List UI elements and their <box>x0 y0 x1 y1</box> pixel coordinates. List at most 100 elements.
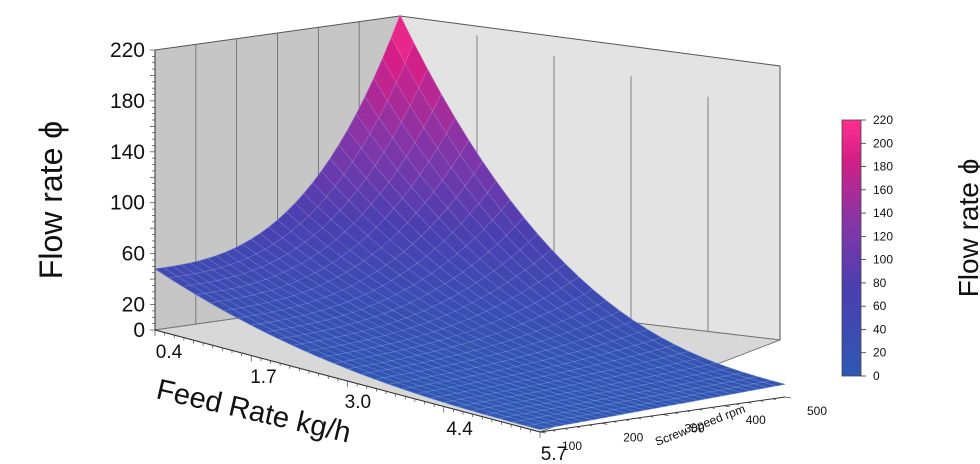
colorbar-tick-label: 40 <box>873 322 887 336</box>
z-tick-label: 0 <box>133 319 145 342</box>
mesh-line-feed <box>172 266 558 427</box>
y-minor-tick <box>772 398 776 401</box>
y-minor-tick <box>539 431 547 434</box>
mesh-line-feed <box>251 238 637 412</box>
mesh-line-speed <box>539 384 786 430</box>
colorbar-tick-label: 20 <box>873 346 887 360</box>
mesh-line-feed <box>338 144 724 396</box>
mesh-line-feed <box>382 58 768 388</box>
mesh-line-feed <box>233 248 619 416</box>
colorbar-tick-label: 160 <box>873 183 893 197</box>
mesh-line-speed <box>333 276 579 364</box>
y-minor-tick <box>637 417 642 420</box>
z-tick-label: 220 <box>110 39 145 62</box>
mesh-line-feed <box>163 267 549 429</box>
y-minor-tick <box>686 410 691 413</box>
x-tick-label: 3.0 <box>345 392 371 413</box>
mesh-line-feed <box>356 113 742 393</box>
mesh-line-feed <box>268 226 654 409</box>
x-tick-label: 0.4 <box>156 342 183 363</box>
y-minor-tick <box>613 421 617 423</box>
mesh-line-feed <box>189 262 576 424</box>
y-tick-label: 100 <box>562 439 582 453</box>
y-minor-tick <box>601 422 608 425</box>
colorbar-tick-label: 100 <box>873 253 893 267</box>
colorbar-tick-label: 200 <box>873 136 893 150</box>
mesh-line-feed <box>277 219 663 408</box>
mesh-line-feed <box>224 252 611 417</box>
mesh-line-feed <box>373 78 759 390</box>
mesh-line-feed <box>198 260 584 422</box>
mesh-line-speed <box>471 362 717 411</box>
x-tick-label: 4.4 <box>446 419 473 440</box>
mesh-line-feed <box>399 14 786 385</box>
mesh-line-speed <box>223 140 470 311</box>
z-axis: 220 180 140 100 60 200 <box>110 39 156 342</box>
mesh-line-speed <box>388 320 634 385</box>
mesh-line-feed <box>294 202 681 404</box>
colorbar-tick-label: 220 <box>873 113 893 127</box>
mesh-line-speed <box>498 372 744 419</box>
y-minor-tick <box>760 400 764 402</box>
y-minor-tick <box>564 428 568 430</box>
x-tick-label: 5.7 <box>541 444 567 464</box>
y-tick-label: 300 <box>685 422 705 436</box>
mesh-line-speed <box>457 357 703 407</box>
x-axis: 0.4 1.7 3.0 4.4 5.7 <box>154 329 567 464</box>
y-minor-tick <box>552 429 556 432</box>
y-minor-tick <box>784 396 792 399</box>
mesh-line-feed <box>321 170 707 400</box>
x-tick-label: 1.7 <box>250 367 276 388</box>
mesh-line-speed <box>196 93 442 296</box>
y-minor-tick <box>576 426 580 429</box>
y-minor-tick <box>723 405 730 408</box>
mesh-line-feed <box>391 37 777 387</box>
mesh-line-feed <box>207 258 593 421</box>
z-axis-title: Flow rate ϕ <box>33 121 69 279</box>
second-panel-z-title: Flow rate ϕ <box>953 159 980 298</box>
y-tick-label: 500 <box>807 404 827 418</box>
y-minor-tick <box>674 412 678 415</box>
z-tick-label: 180 <box>110 90 145 113</box>
mesh-line-speed <box>237 161 483 319</box>
colorbar <box>841 119 862 377</box>
mesh-line-speed <box>292 233 538 346</box>
y-minor-tick <box>588 424 593 427</box>
mesh-line-speed <box>361 300 607 375</box>
z-tick-label: 140 <box>110 141 145 164</box>
mesh-line-speed <box>416 337 662 394</box>
mesh-line-feed <box>364 96 751 391</box>
mesh-line-feed <box>242 243 628 414</box>
mesh-line-speed <box>484 367 731 415</box>
colorbar-tick-label: 60 <box>873 299 887 313</box>
mesh-line-speed <box>154 14 401 270</box>
mesh-line-feed <box>312 182 698 401</box>
y-minor-tick <box>662 414 669 416</box>
mesh-line-speed <box>319 263 566 358</box>
mesh-line-speed <box>264 199 511 333</box>
mesh-line-speed <box>374 310 621 380</box>
colorbar-tick-label: 120 <box>873 229 893 243</box>
mesh-line-speed <box>347 288 593 370</box>
mesh-line-speed <box>443 351 689 403</box>
mesh-line-feed <box>259 233 646 411</box>
mesh-line-speed <box>209 117 456 304</box>
colorbar-tick-label: 0 <box>873 369 880 383</box>
y-tick-label: 400 <box>746 413 766 427</box>
z-tick-label: 20 <box>122 294 145 317</box>
mesh-line-feed <box>303 193 689 403</box>
y-minor-tick <box>711 407 715 409</box>
mesh-line-speed <box>402 329 648 390</box>
mesh-line-speed <box>526 380 772 427</box>
colorbar-tick-label: 180 <box>873 160 893 174</box>
colorbar-tick-label: 140 <box>873 206 893 220</box>
surface-mesh <box>154 14 786 430</box>
y-minor-tick <box>625 419 629 422</box>
y-minor-tick <box>699 408 703 411</box>
mesh-line-speed <box>168 42 415 279</box>
z-tick-label: 60 <box>122 243 145 266</box>
mesh-line-speed <box>278 217 525 340</box>
mesh-line-speed <box>182 68 428 287</box>
